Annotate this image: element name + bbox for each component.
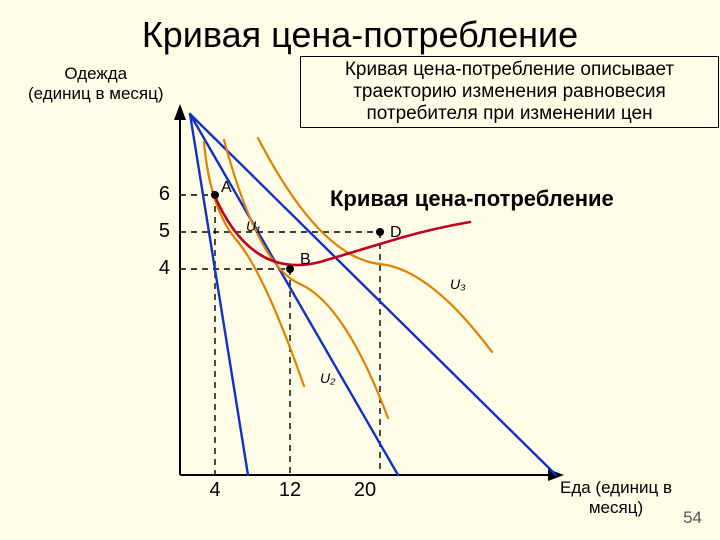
y-tick: 4 <box>140 257 170 280</box>
u-label: U₁ <box>246 218 261 234</box>
point-label-B: B <box>300 251 311 269</box>
x-tick: 12 <box>275 479 305 502</box>
u-label: U₃ <box>450 276 466 292</box>
y-tick: 5 <box>140 220 170 243</box>
slide: { "title":"Кривая цена-потребление", "yl… <box>0 0 720 540</box>
chart-svg <box>0 0 720 540</box>
x-tick: 4 <box>200 479 230 502</box>
x-tick: 20 <box>350 479 380 502</box>
point-label-D: D <box>390 224 402 242</box>
u-label: U₂ <box>320 370 335 386</box>
point-label-A: A <box>221 179 232 197</box>
y-tick: 6 <box>140 183 170 206</box>
